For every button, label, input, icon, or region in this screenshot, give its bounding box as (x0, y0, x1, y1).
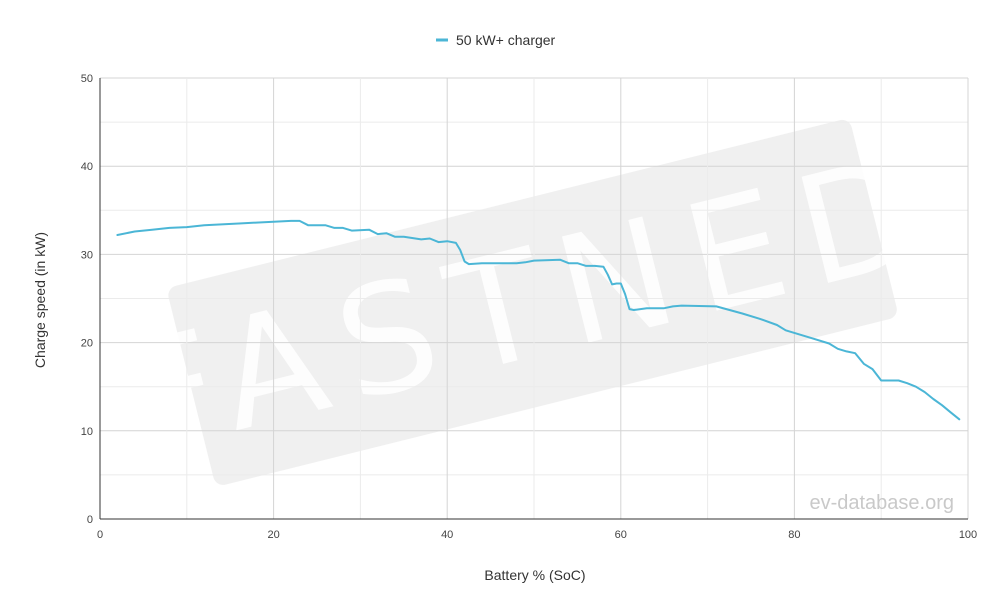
y-tick-label: 10 (81, 426, 93, 438)
y-tick-label: 40 (81, 161, 93, 173)
grid-lines (100, 77, 969, 519)
series-layer (116, 219, 961, 421)
y-axis-ticks: 0 10 20 30 40 50 (81, 73, 93, 526)
fastned-watermark: FASTNED (112, 120, 954, 488)
x-tick-label: 60 (615, 529, 627, 541)
site-watermark: ev-database.org (809, 492, 954, 514)
x-axis-ticks: 0 20 40 60 80 100 (97, 529, 977, 541)
y-tick-label: 20 (81, 338, 93, 350)
y-axis-title: Charge speed (in kW) (32, 232, 48, 368)
y-tick-label: 50 (81, 73, 93, 85)
svg-text:FASTNED: FASTNED (112, 120, 954, 488)
x-tick-label: 80 (788, 529, 800, 541)
legend-label: 50 kW+ charger (456, 32, 556, 48)
y-tick-label: 0 (87, 514, 93, 526)
axes (99, 78, 968, 520)
x-tick-label: 40 (441, 529, 453, 541)
x-axis-title: Battery % (SoC) (484, 567, 585, 583)
x-tick-label: 0 (97, 529, 103, 541)
legend: 50 kW+ charger (436, 32, 556, 48)
x-tick-label: 100 (959, 529, 977, 541)
x-tick-label: 20 (267, 529, 279, 541)
y-tick-label: 30 (81, 249, 93, 261)
series-line (116, 219, 961, 421)
